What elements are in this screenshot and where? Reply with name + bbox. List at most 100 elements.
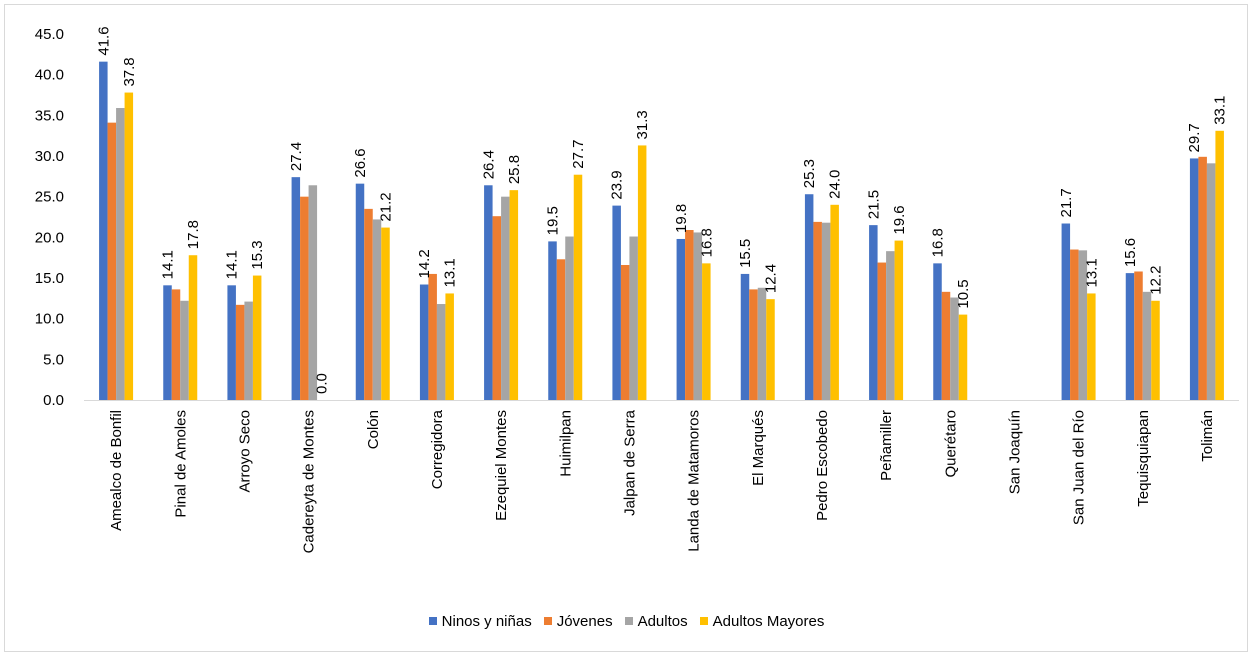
legend-label: Jóvenes <box>556 612 613 630</box>
bar <box>1061 223 1071 400</box>
bar <box>372 219 382 400</box>
x-tick-label: Arroyo Seco <box>236 410 253 493</box>
x-tick-label: Pedro Escobedo <box>814 410 831 521</box>
legend-swatch <box>624 617 633 625</box>
data-label: 19.6 <box>891 205 908 234</box>
data-label: 27.7 <box>570 140 587 169</box>
data-label: 12.4 <box>763 264 780 293</box>
bar <box>1142 291 1152 400</box>
y-tick-label: 45.0 <box>35 26 64 43</box>
bar <box>676 238 686 400</box>
bar <box>950 297 959 400</box>
data-label: 37.8 <box>121 57 138 86</box>
bar <box>757 287 767 400</box>
x-tick-label: Ezequiel Montes <box>493 410 510 521</box>
data-label: 19.5 <box>545 206 562 235</box>
x-tick-label: Jalpan de Serra <box>621 409 638 516</box>
bar <box>1078 250 1088 400</box>
bar <box>419 284 429 400</box>
bar <box>227 285 236 400</box>
bar <box>941 291 951 400</box>
bar <box>244 301 253 400</box>
x-tick-label: Colón <box>365 410 382 449</box>
bar <box>1215 130 1224 401</box>
y-axis: 0.0 5.0 10.0 15.0 20.0 25.0 30.0 35.0 40.0 45.0 <box>35 26 64 409</box>
bar <box>821 222 831 400</box>
bar <box>364 208 373 400</box>
legend-label: Adultos Mayores <box>712 612 825 630</box>
bar <box>445 293 454 400</box>
x-axis: Amealco de Bonfil Pinal de Amoles Arroyo S… <box>84 400 1239 553</box>
bar <box>958 314 968 400</box>
bar <box>171 289 181 400</box>
data-label: 29.7 <box>1186 123 1203 152</box>
y-tick-label: 25.0 <box>35 189 64 206</box>
legend-swatch <box>699 617 708 625</box>
bar <box>886 251 895 400</box>
bars <box>99 61 1224 401</box>
bar <box>163 285 172 400</box>
data-label: 12.2 <box>1148 266 1165 295</box>
y-tick-label: 5.0 <box>43 351 64 368</box>
bar <box>308 185 318 400</box>
bar <box>116 108 125 400</box>
x-tick-label: Huimilpan <box>557 410 574 477</box>
x-tick-label: Peñamiller <box>878 410 895 481</box>
data-label: 25.3 <box>801 159 818 188</box>
bar <box>1134 271 1143 400</box>
bar <box>509 190 519 400</box>
data-label: 31.3 <box>634 110 651 139</box>
data-label: 17.8 <box>185 220 202 249</box>
legend-swatch <box>543 617 552 625</box>
bar <box>300 196 309 400</box>
bar <box>355 183 365 400</box>
bar <box>685 230 694 400</box>
bar <box>869 225 878 400</box>
bar <box>291 177 301 400</box>
y-tick-label: 10.0 <box>35 311 64 328</box>
bar <box>830 204 839 400</box>
data-label: 16.8 <box>698 228 715 257</box>
legend: Ninos y niñas Jóvenes Adultos Adultos Mayor… <box>0 612 1253 630</box>
data-label: 23.9 <box>609 170 626 199</box>
data-label: 14.1 <box>224 250 241 279</box>
bar <box>877 262 887 400</box>
y-tick-label: 40.0 <box>35 67 64 84</box>
legend-item: Ninos y niñas <box>428 612 532 630</box>
bar <box>180 300 189 400</box>
x-tick-label: El Marqués <box>750 410 767 486</box>
bar <box>252 275 262 400</box>
bar <box>702 263 711 400</box>
bar <box>1070 249 1079 400</box>
data-label: 21.7 <box>1058 188 1075 217</box>
data-label: 14.1 <box>160 250 177 279</box>
bar <box>235 304 245 400</box>
bar <box>501 196 510 400</box>
bar <box>436 304 446 400</box>
bar <box>484 185 493 400</box>
x-tick-label: Tolimán <box>1199 410 1216 462</box>
bar <box>629 236 638 400</box>
data-label: 21.5 <box>865 190 882 219</box>
bar <box>556 259 566 400</box>
bar <box>188 255 198 400</box>
bar <box>693 232 703 400</box>
x-tick-label: Cadereyta de Montes <box>301 410 318 553</box>
legend-label: Ninos y niñas <box>441 612 532 630</box>
data-label: 0.0 <box>313 373 330 394</box>
bar <box>565 236 574 400</box>
data-label: 15.3 <box>249 240 266 269</box>
bar <box>492 216 502 400</box>
y-tick-label: 0.0 <box>43 392 64 409</box>
data-label: 21.2 <box>378 192 395 221</box>
x-tick-label: Pinal de Amoles <box>172 410 189 518</box>
bar <box>637 145 647 400</box>
legend-item: Jóvenes <box>543 612 613 630</box>
y-tick-label: 15.0 <box>35 270 64 287</box>
bar <box>381 227 390 400</box>
chart-frame <box>4 4 1248 652</box>
bar <box>1151 300 1160 400</box>
x-tick-label: San Joaquín <box>1006 410 1023 494</box>
data-label: 26.6 <box>352 148 369 177</box>
